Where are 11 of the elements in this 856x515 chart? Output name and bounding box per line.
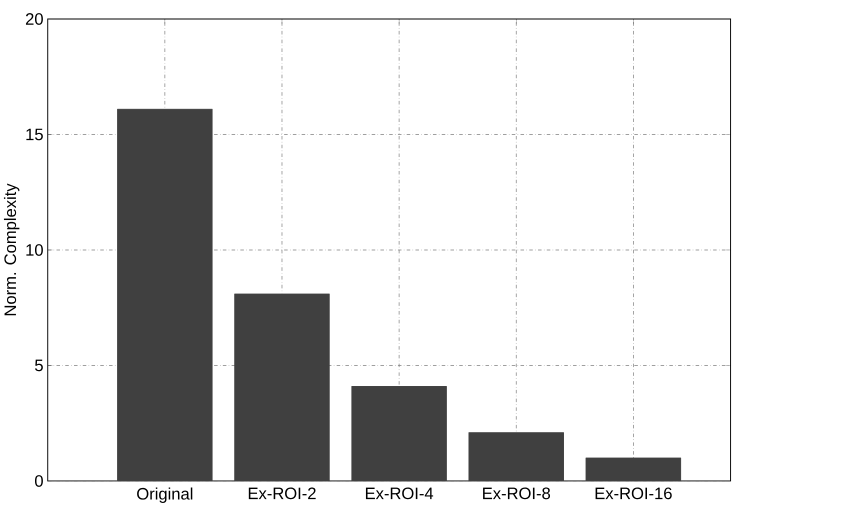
y-tick-label: 5 [35, 360, 43, 372]
x-tick-label: Ex-ROI-4 [366, 487, 434, 500]
y-tick-label: 0 [34, 474, 43, 487]
x-tick-label: Ex-ROI-16 [596, 487, 672, 500]
x-tick-label: Ex-ROI-8 [483, 487, 550, 500]
y-axis-title: Norm. Complexity [4, 183, 20, 316]
y-tick-label: 15 [26, 128, 43, 140]
y-tick-label: 20 [26, 12, 43, 25]
x-tick-label: Original [137, 487, 192, 503]
y-tick-label: 10 [26, 244, 43, 256]
x-tick-label: Ex-ROI-2 [248, 487, 316, 500]
